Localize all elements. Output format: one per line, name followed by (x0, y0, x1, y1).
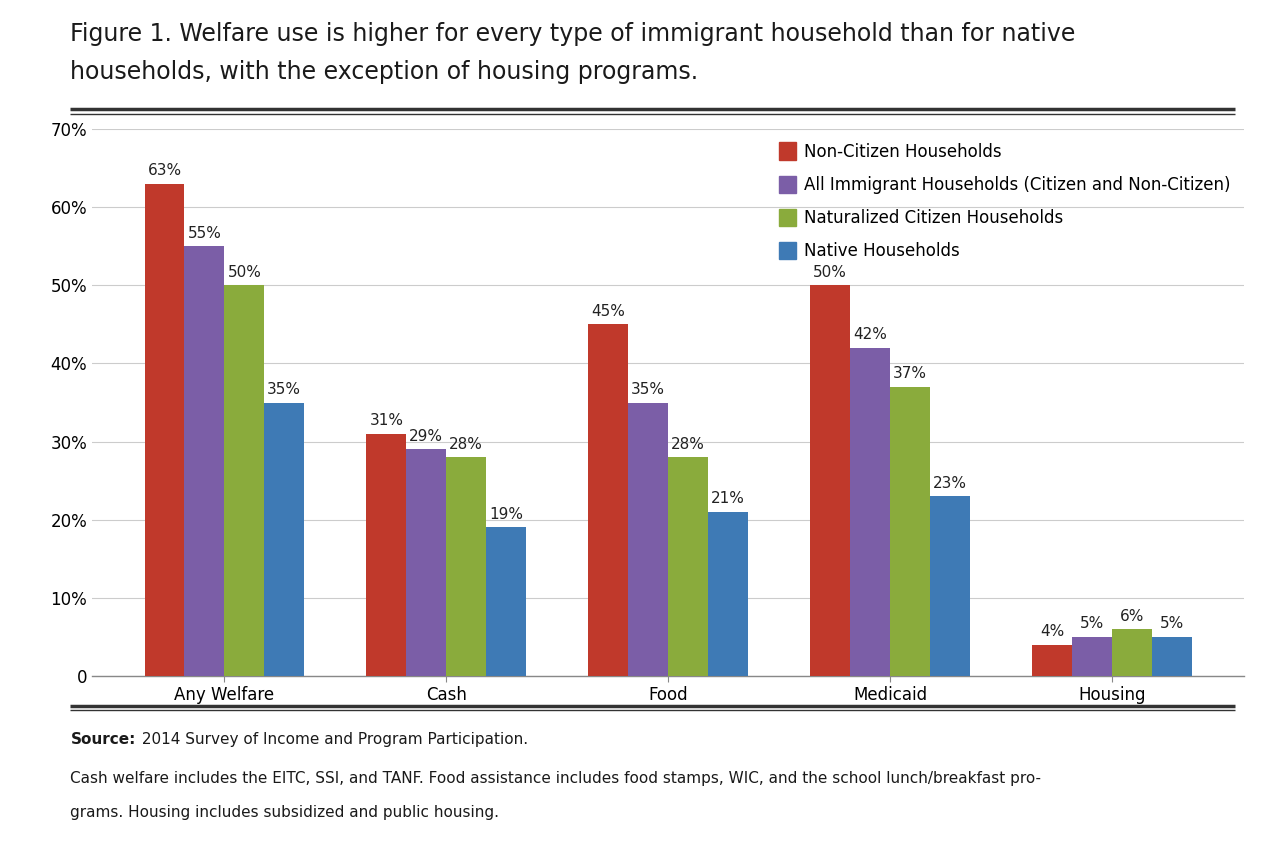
Bar (145, 183, 184, 676)
Text: 35%: 35% (268, 382, 301, 397)
Text: 45%: 45% (591, 304, 625, 319)
Text: 23%: 23% (933, 476, 966, 491)
Text: 19%: 19% (489, 507, 524, 522)
Text: grams. Housing includes subsidized and public housing.: grams. Housing includes subsidized and p… (70, 805, 499, 820)
Bar (406, 449, 447, 676)
Text: 35%: 35% (631, 382, 666, 397)
Text: 5%: 5% (1080, 616, 1105, 631)
Text: 5%: 5% (1160, 616, 1184, 631)
Bar (589, 325, 628, 676)
Bar (224, 285, 265, 676)
Text: 31%: 31% (370, 413, 403, 428)
Bar (1071, 637, 1112, 676)
Bar (668, 457, 708, 676)
Bar (931, 496, 970, 676)
Bar (810, 285, 850, 676)
Text: 28%: 28% (449, 437, 483, 452)
Bar (1152, 637, 1192, 676)
Bar (447, 457, 486, 676)
Bar (628, 403, 668, 676)
Text: 50%: 50% (813, 265, 847, 280)
Bar (265, 403, 305, 676)
Text: Source:: Source: (70, 732, 136, 746)
Bar (366, 434, 406, 676)
Bar (850, 348, 890, 676)
Bar (486, 528, 526, 676)
Legend: Non-Citizen Households, All Immigrant Households (Citizen and Non-Citizen), Natu: Non-Citizen Households, All Immigrant Ho… (774, 138, 1235, 265)
Text: Figure 1. Welfare use is higher for every type of immigrant household than for n: Figure 1. Welfare use is higher for ever… (70, 22, 1075, 46)
Text: households, with the exception of housing programs.: households, with the exception of housin… (70, 60, 699, 84)
Text: 29%: 29% (410, 429, 443, 444)
Text: 6%: 6% (1120, 609, 1144, 623)
Text: 28%: 28% (671, 437, 705, 452)
Bar (1032, 645, 1071, 676)
Bar (708, 511, 748, 676)
Text: 4%: 4% (1039, 624, 1064, 639)
Text: 42%: 42% (854, 327, 887, 343)
Text: 37%: 37% (893, 367, 927, 381)
Text: 63%: 63% (147, 164, 182, 178)
Text: 50%: 50% (228, 265, 261, 280)
Text: 55%: 55% (187, 226, 221, 241)
Text: Cash welfare includes the EITC, SSI, and TANF. Food assistance includes food sta: Cash welfare includes the EITC, SSI, and… (70, 771, 1042, 785)
Bar (1112, 629, 1152, 676)
Text: 2014 Survey of Income and Program Participation.: 2014 Survey of Income and Program Partic… (137, 732, 529, 746)
Bar (890, 387, 931, 676)
Bar (184, 246, 224, 676)
Text: 21%: 21% (712, 492, 745, 506)
